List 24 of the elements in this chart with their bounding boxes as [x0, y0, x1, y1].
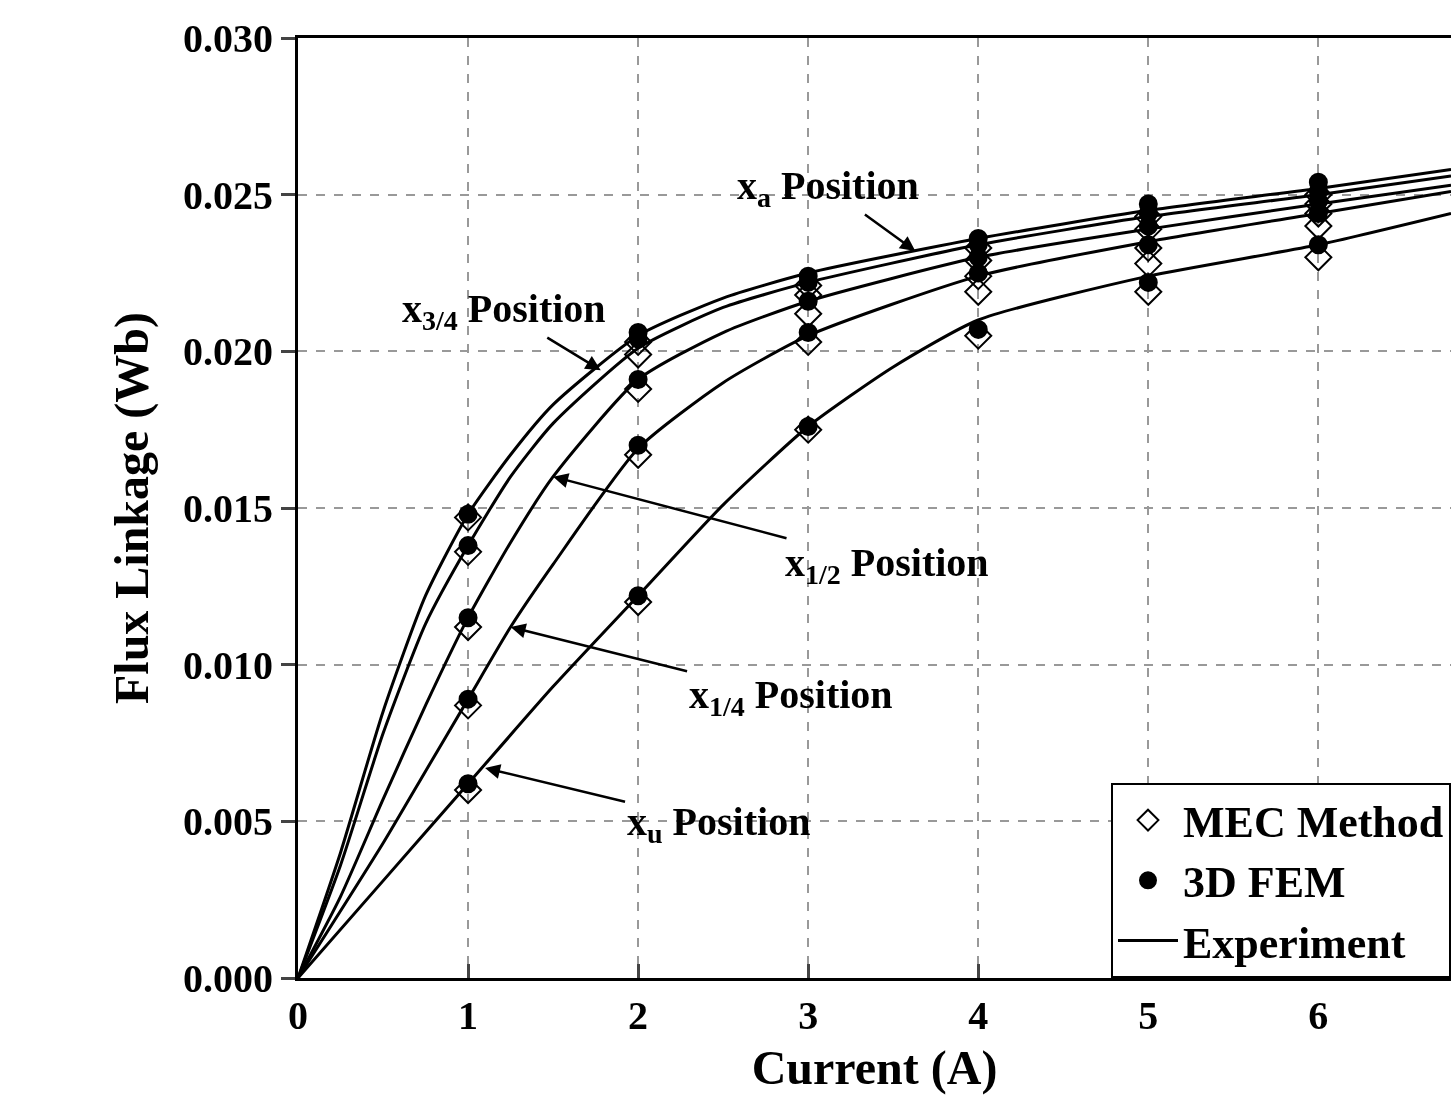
annotation: x$_{1/4}$ Position [689, 672, 893, 723]
annotation: x$_{1/2}$ Position [785, 540, 989, 591]
x-tick-label: 3 [798, 993, 819, 1038]
x-axis-title: Current (A) [751, 1041, 998, 1096]
x-tick-label: 4 [968, 993, 989, 1038]
y-axis-title: Flux Linkage (Wb) [104, 311, 159, 705]
legend-label: 3D FEM [1183, 858, 1346, 908]
y-tick-label: 0.005 [183, 799, 273, 845]
x-tick-label: 0 [288, 993, 308, 1038]
y-tick-label: 0.020 [183, 329, 273, 375]
annotation: x$_{3/4}$ Position [402, 286, 606, 337]
x-tick-label: 5 [1138, 993, 1159, 1038]
legend-label: MEC Method [1183, 798, 1444, 848]
x-tick-label: 6 [1308, 993, 1329, 1038]
annotation: x$_{u}$ Position [627, 799, 811, 850]
x-tick-label: 1 [458, 993, 479, 1038]
y-tick-label: 0.015 [183, 486, 273, 531]
x-tick-label: 2 [628, 993, 649, 1038]
annotation: x$_{a}$ Position [737, 163, 919, 214]
y-tick-label: 0.000 [183, 956, 273, 1001]
y-tick-label: 0.030 [183, 16, 273, 61]
y-tick-label: 0.025 [183, 172, 273, 218]
y-tick-label: 0.010 [183, 642, 273, 688]
legend-label: Experiment [1183, 918, 1406, 968]
